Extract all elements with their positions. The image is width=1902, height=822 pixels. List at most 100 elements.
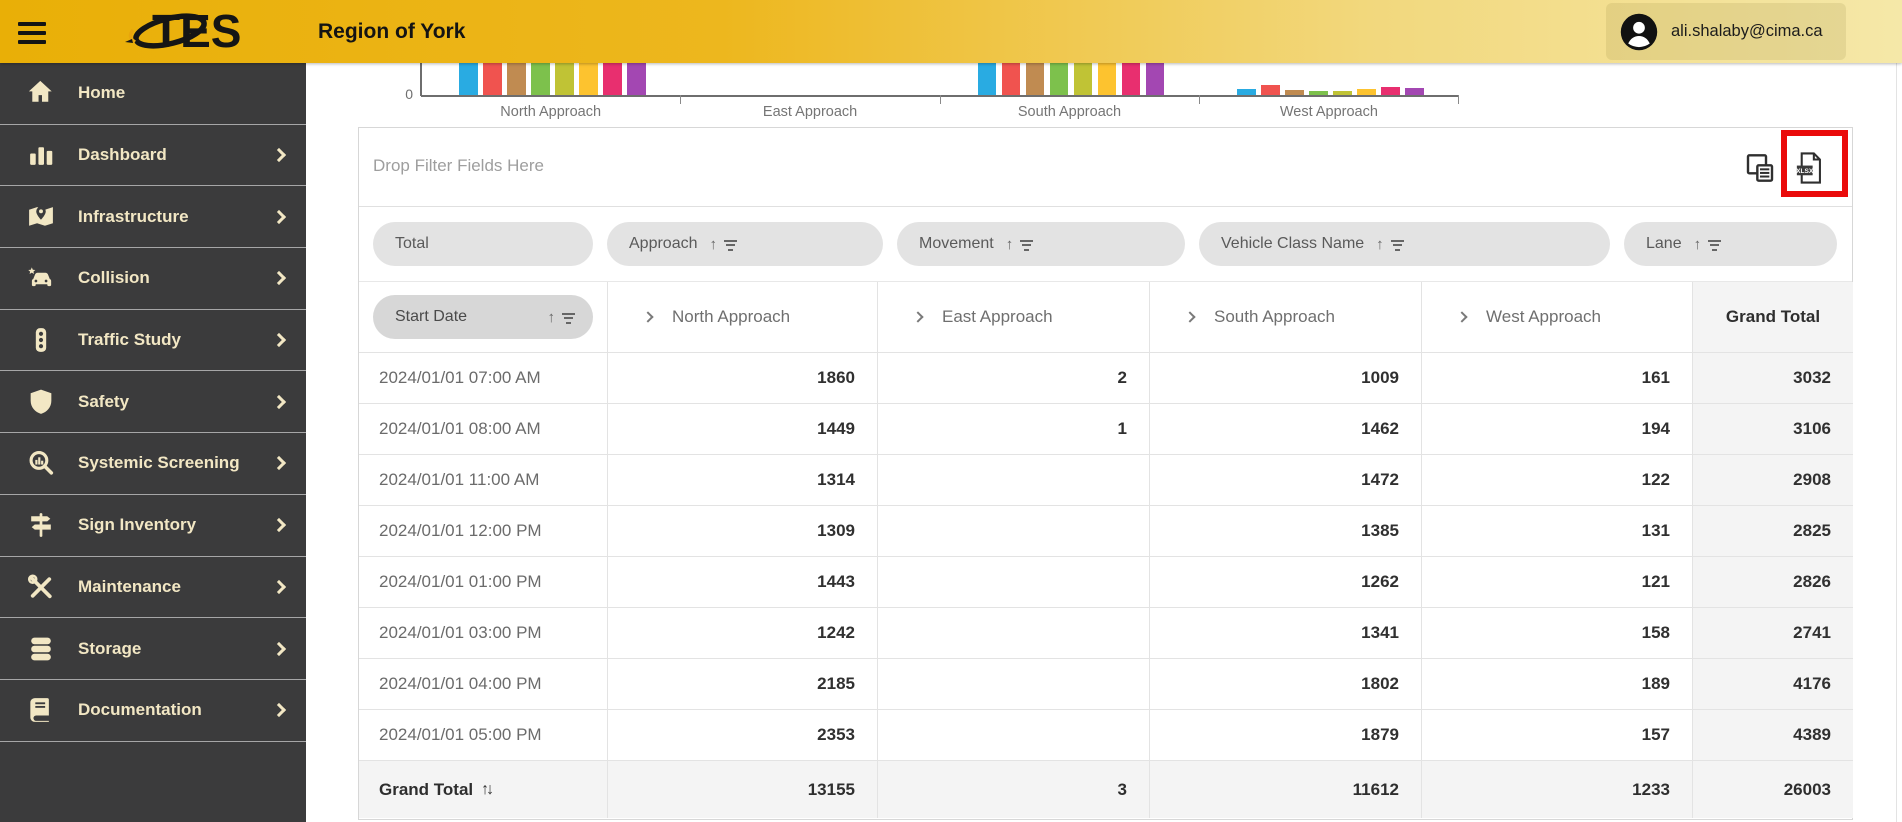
grand-total-value-cell: 4389 [1693,710,1853,761]
filter-drop-placeholder: Drop Filter Fields Here [373,156,544,175]
column-header-north-approach[interactable]: North Approach [608,282,877,352]
page-title: Region of York [318,20,466,43]
filter-fields-drop-area[interactable]: Drop Filter Fields Here XLSX [359,128,1852,207]
chart-bar-class-5 [555,63,574,95]
start-date-field-chip[interactable]: Start Date ↑ [373,295,593,339]
data-value-cell: 131 [1422,506,1693,557]
column-header-cell: South Approach [1150,282,1422,353]
chart-bar-class-7 [603,63,622,95]
expand-chevron-icon[interactable] [1184,311,1196,323]
chart-bar-class-1 [1237,89,1256,95]
chart-bar-class-1 [977,63,997,95]
filter-icon[interactable] [1020,237,1034,251]
sort-asc-icon[interactable]: ↑ [709,235,718,253]
expand-chevron-icon[interactable] [642,311,654,323]
cell-value: 1449 [817,419,855,438]
chevron-right-icon [271,209,287,224]
start-date-value: 2024/01/01 01:00 PM [379,572,542,591]
start-date-value: 2024/01/01 11:00 AM [379,470,540,489]
sort-updown-icon[interactable]: ↑↓ [481,780,494,798]
field-chip-movement[interactable]: Movement ↑ [897,222,1185,266]
data-value-cell: 1385 [1150,506,1422,557]
sidebar-item-label: Systemic Screening [78,453,240,473]
field-chip-lane[interactable]: Lane ↑ [1624,222,1837,266]
sidebar-item-label: Home [78,83,126,103]
start-date-value: 2024/01/01 04:00 PM [379,674,542,693]
data-value-cell: 157 [1422,710,1693,761]
expand-chevron-icon[interactable] [1456,311,1468,323]
sidebar-item-documentation[interactable]: Documentation [0,680,306,742]
data-value-cell: 2185 [608,659,878,710]
filter-icon[interactable] [1390,237,1404,251]
sort-asc-icon[interactable]: ↑ [1376,235,1384,253]
chart-bar-class-3 [1025,63,1045,95]
column-header-west-approach[interactable]: West Approach [1422,282,1692,352]
cell-value: 1314 [817,470,855,489]
field-chip-total[interactable]: Total [373,222,593,266]
field-chooser-icon[interactable] [1744,151,1776,185]
data-value-cell: 189 [1422,659,1693,710]
data-value-cell [878,710,1150,761]
sidebar-item-collision[interactable]: Collision [0,248,306,310]
column-header-label: West Approach [1486,307,1601,326]
grand-total-value-cell: 2741 [1693,608,1853,659]
sort-asc-icon[interactable]: ↑ [1005,235,1014,253]
cell-value: 2353 [817,725,855,744]
chart-bar-class-8 [627,63,646,95]
column-header-label: South Approach [1214,307,1335,326]
user-account-chip[interactable]: ali.shalaby@cima.ca [1606,3,1846,60]
start-date-cell: 2024/01/01 12:00 PM [359,506,608,557]
start-date-value: 2024/01/01 03:00 PM [379,623,542,642]
sidebar-item-storage[interactable]: Storage [0,618,306,680]
sort-asc-icon[interactable]: ↑ [547,308,556,326]
cell-value [878,608,1149,658]
data-value-cell: 121 [1422,557,1693,608]
chart-bar-class-2 [1001,63,1021,95]
expand-chevron-icon[interactable] [912,311,924,323]
chart-bar-class-5 [1073,63,1093,95]
collision-car-icon [26,263,56,293]
export-xlsx-icon[interactable]: XLSX [1793,151,1825,185]
sidebar-item-systemic-screening[interactable]: Systemic Screening [0,433,306,495]
tools-icon [26,572,56,602]
field-chip-label: Lane [1646,235,1682,252]
column-header-east-approach[interactable]: East Approach [878,282,1149,352]
data-value-cell [878,506,1150,557]
sidebar-item-home[interactable]: Home [0,63,306,125]
filter-icon[interactable] [724,237,737,251]
column-header-south-approach[interactable]: South Approach [1150,282,1421,352]
x-axis-tick [680,95,682,104]
tes-logo[interactable]: TES [108,5,258,57]
cell-value: 1802 [1361,674,1399,693]
sidebar-item-infrastructure[interactable]: Infrastructure [0,186,306,249]
sidebar-item-maintenance[interactable]: Maintenance [0,557,306,619]
filter-icon[interactable] [562,310,575,324]
field-chip-approach[interactable]: Approach ↑ [607,222,883,266]
sort-asc-icon[interactable]: ↑ [1693,235,1702,253]
grand-total-value-cell: 3 [878,761,1150,818]
field-chip-label: Vehicle Class Name [1221,235,1365,252]
sidebar-item-sign-inventory[interactable]: Sign Inventory [0,495,306,557]
chart-bar-class-3 [1285,90,1304,95]
grand-total-value: 13155 [807,779,855,799]
cell-value: 194 [1641,419,1670,438]
cell-value: 2741 [1793,623,1831,642]
data-value-cell: 1309 [608,506,878,557]
sidebar-item-safety[interactable]: Safety [0,371,306,434]
sidebar-item-traffic-study[interactable]: Traffic Study [0,310,306,372]
field-chip-vehicle-class-name[interactable]: Vehicle Class Name ↑ [1199,222,1610,266]
start-date-cell: 2024/01/01 01:00 PM [359,557,608,608]
x-axis-category-label: North Approach [500,104,602,120]
grand-total-value-cell: 11612 [1150,761,1422,818]
chart-bar-class-4 [1049,63,1069,95]
sidebar-item-label: Storage [78,638,142,658]
data-value-cell: 1341 [1150,608,1422,659]
hamburger-menu-icon[interactable] [18,17,50,45]
chart-bar-class-8 [1405,88,1424,95]
sidebar-item-dashboard[interactable]: Dashboard [0,125,306,187]
sidebar-item-label: Traffic Study [78,330,181,350]
filter-icon[interactable] [1708,237,1722,251]
cell-value [878,557,1149,607]
sidebar-item-label: Safety [78,391,130,411]
pivot-grid: Drop Filter Fields Here XLSX Total [358,127,1853,820]
